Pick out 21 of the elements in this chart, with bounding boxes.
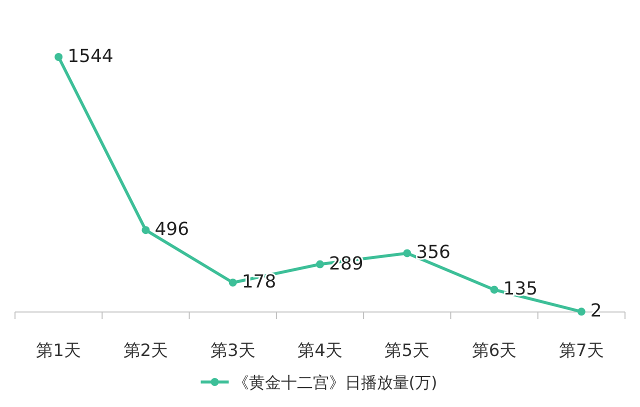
data-label: 356 [416,242,450,264]
legend: 《黄金十二宫》日播放量(万) [200,373,438,392]
point [316,260,324,268]
x-tick-label: 第5天 [384,341,430,361]
point [577,308,586,316]
point [142,226,150,234]
data-label: 135 [503,278,538,300]
point [403,249,412,258]
x-tick-label: 第6天 [472,341,517,361]
x-tick-label: 第3天 [210,341,256,361]
data-label: 2 [590,300,602,322]
data-label: 178 [242,272,276,293]
x-tick-label: 第4天 [298,341,342,361]
x-tick-label: 第7天 [559,341,604,361]
data-label: 496 [154,219,190,240]
point [490,286,498,294]
data-label: 1544 [68,46,114,67]
point [228,278,237,287]
x-tick-label: 第1天 [36,341,81,361]
x-tick-label: 第2天 [123,341,168,361]
point [54,53,63,61]
